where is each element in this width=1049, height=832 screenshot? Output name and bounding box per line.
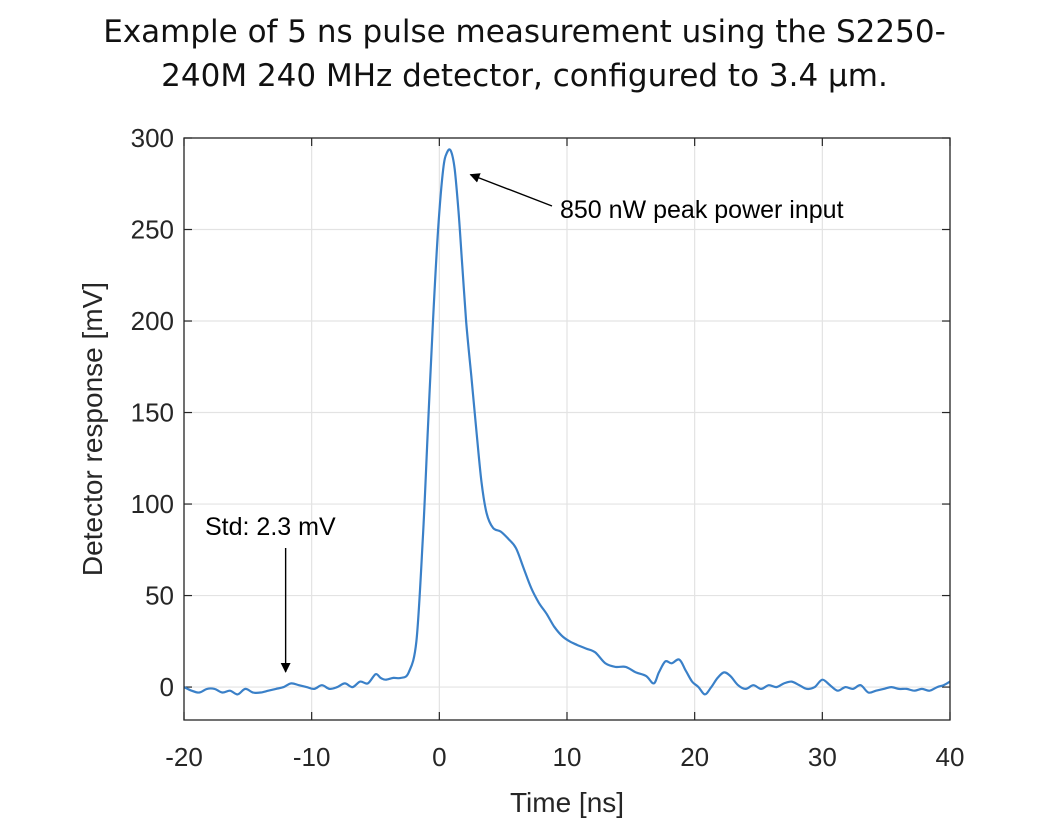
x-tick-label: 10 xyxy=(553,742,582,772)
annotation-std-label: Std: 2.3 mV xyxy=(205,513,336,541)
chart-title-line-1: Example of 5 ns pulse measurement using … xyxy=(103,14,946,50)
x-tick-label: 30 xyxy=(808,742,837,772)
y-tick-label: 150 xyxy=(131,398,174,428)
tick-labels: -20 -10 0 10 20 30 40 0 50 100 150 200 250 300 xyxy=(131,123,965,772)
chart-title: Example of 5 ns pulse measurement using … xyxy=(0,10,1049,98)
x-tick-label: -20 xyxy=(165,742,203,772)
x-axis-label: Time [ns] xyxy=(510,787,624,818)
y-tick-label: 300 xyxy=(131,123,174,153)
x-tick-label: 0 xyxy=(432,742,446,772)
annotation-peak-label: 850 nW peak power input xyxy=(560,196,844,224)
y-axis-label: Detector response [mV] xyxy=(77,282,108,576)
x-tick-label: 40 xyxy=(936,742,965,772)
annotation-peak-arrow xyxy=(469,173,553,207)
chart-title-line-2: 240M 240 MHz detector, configured to 3.4… xyxy=(161,58,888,94)
series-line xyxy=(183,148,951,696)
plot-frame xyxy=(183,137,951,721)
annotations: 850 nW peak power input Std: 2.3 mV xyxy=(205,173,844,673)
y-tick-label: 100 xyxy=(131,489,174,519)
x-tick-label: 20 xyxy=(680,742,709,772)
y-tick-label: 0 xyxy=(160,672,174,702)
x-tick-label: -10 xyxy=(293,742,331,772)
y-tick-label: 200 xyxy=(131,306,174,336)
y-tick-label: 50 xyxy=(145,581,174,611)
y-tick-label: 250 xyxy=(131,215,174,245)
